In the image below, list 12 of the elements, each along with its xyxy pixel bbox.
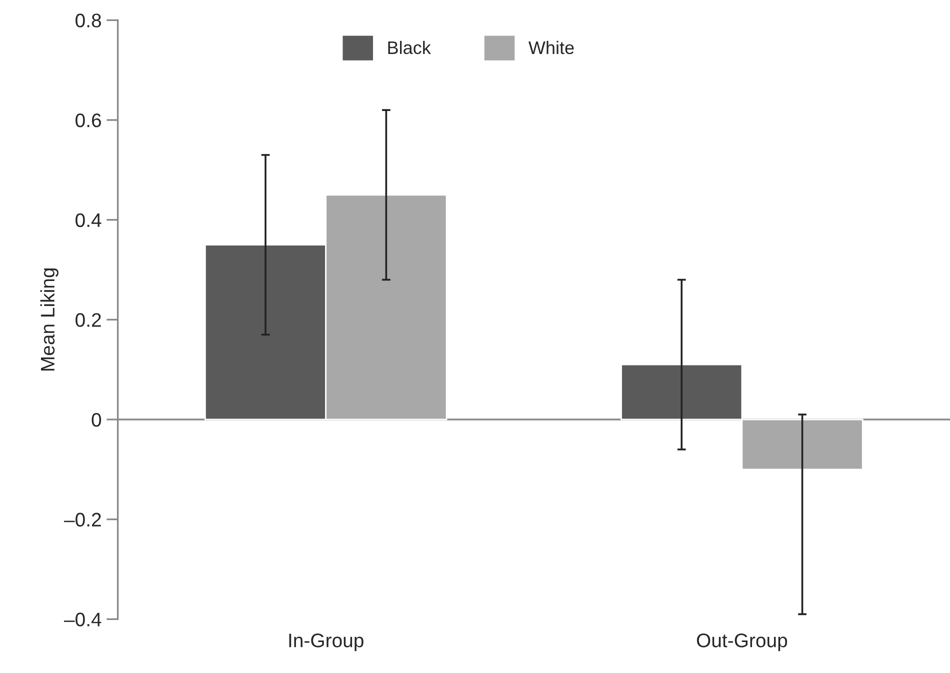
legend-label: Black bbox=[388, 40, 431, 54]
y-tick-label: 0.6 bbox=[76, 113, 101, 128]
y-tick-label: 0 bbox=[92, 412, 102, 427]
y-tick-label: –0.2 bbox=[64, 512, 101, 527]
legend-label: White bbox=[528, 40, 574, 54]
y-axis-title: Mean Liking bbox=[40, 268, 58, 370]
y-tick-label: 0.4 bbox=[76, 213, 102, 228]
x-tick-label: Out-Group bbox=[696, 634, 788, 652]
x-tick-label: In-Group bbox=[289, 634, 364, 652]
y-tick-label: –0.4 bbox=[64, 612, 102, 626]
y-tick-label: 0.8 bbox=[76, 14, 101, 28]
y-tick-label: 0.2 bbox=[76, 313, 101, 327]
